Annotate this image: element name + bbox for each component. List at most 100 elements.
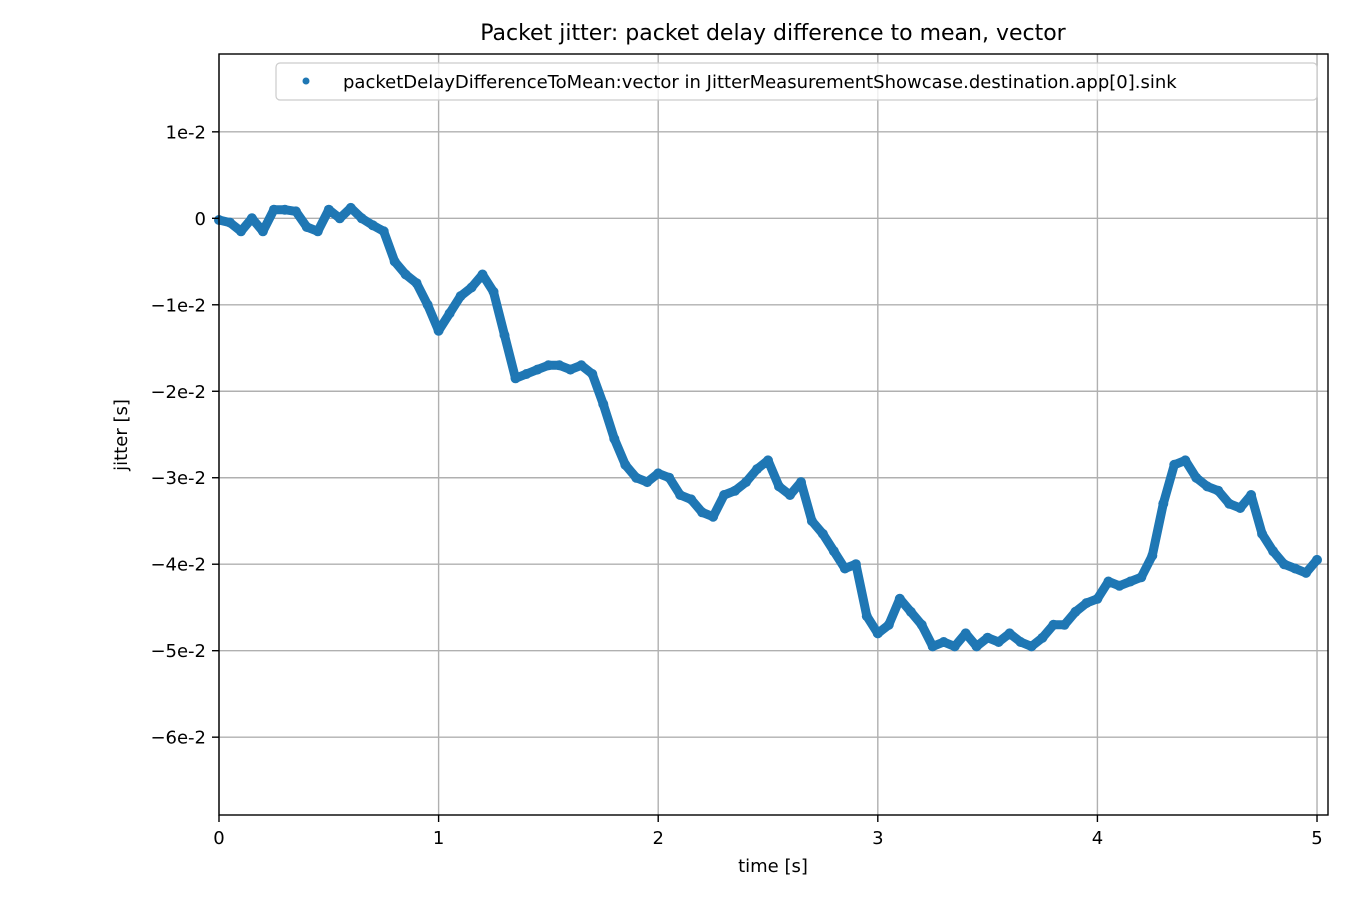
data-point [642,477,653,488]
data-point [1004,628,1015,639]
data-point [411,278,422,289]
data-point [1114,580,1125,591]
data-point [1290,563,1301,574]
data-point [653,468,664,479]
data-point [587,369,598,379]
data-point [796,477,806,488]
data-point [993,637,1004,647]
data-point [312,226,323,237]
plot-area [219,54,1328,815]
data-point [1081,598,1092,609]
x-tick-label: 1 [433,828,444,849]
legend-marker [302,77,310,85]
y-tick-label: −3e-2 [150,468,206,489]
data-point [883,619,894,630]
data-point [785,490,795,500]
data-point [1158,498,1169,509]
data-point [565,364,576,375]
data-point [938,637,949,647]
data-point [345,202,356,213]
data-point [1147,550,1158,561]
data-point [1070,606,1081,617]
data-point [971,641,982,652]
data-point [554,360,565,371]
data-point [257,226,268,237]
axis-ticks: 0 1 2 3 4 5 1e-2 0 −1e-2 −2e-2 −3e-2 −4e-2 −5e-2 −6e-… [150,122,1322,849]
data-point [367,220,378,231]
legend-entry-label: packetDelayDifferenceToMean:vector in Ji… [343,72,1177,93]
data-point [828,546,839,557]
data-point [1213,485,1224,496]
data-point [510,373,521,384]
x-tick-label: 3 [872,828,883,849]
data-point [488,286,499,297]
data-point [444,308,455,319]
y-tick-label: −4e-2 [150,555,206,576]
legend-box [275,62,1318,101]
data-point [861,611,872,622]
y-tick-label: −1e-2 [150,295,206,316]
data-series [214,202,1322,652]
data-point [916,619,927,630]
data-point [806,516,817,526]
data-point [1268,546,1279,557]
data-point [960,628,971,639]
data-point [675,490,686,500]
data-point [422,299,433,310]
data-point [389,256,400,267]
data-point [894,593,905,604]
data-point [1191,472,1202,483]
y-tick-label: 0 [195,209,206,230]
data-point [1103,576,1114,587]
data-point [774,481,784,492]
data-point [598,399,609,410]
data-point [1235,503,1246,513]
x-tick-label: 5 [1311,828,1322,849]
data-point [433,325,444,336]
data-point [1257,528,1268,539]
data-point [1026,641,1037,652]
data-point [1169,459,1180,470]
data-point [905,606,916,617]
data-point [334,213,345,224]
data-point [763,455,773,466]
data-point [268,204,279,215]
data-point [730,485,741,496]
data-point [850,559,861,570]
data-point [378,226,389,237]
data-point [236,226,246,237]
data-point [1092,593,1103,604]
data-point [1224,498,1235,509]
data-point [620,459,631,470]
legend: packetDelayDifferenceToMean:vector in Ji… [275,62,1318,101]
y-tick-label: −6e-2 [150,728,206,749]
data-point [323,204,334,215]
data-point [1301,567,1311,578]
y-tick-label: 1e-2 [166,122,206,143]
data-point [949,641,960,652]
data-point [576,360,587,371]
data-point [664,472,675,483]
chart-title: Packet jitter: packet delay difference t… [480,21,1066,46]
data-point [1180,455,1191,466]
data-point [839,563,850,574]
data-point [686,494,697,505]
data-point [543,360,554,371]
data-point [1037,632,1048,643]
y-tick-label: −2e-2 [150,382,206,403]
y-tick-label: −5e-2 [150,641,206,662]
data-point [1059,619,1070,630]
data-point [225,217,235,228]
data-point [466,282,477,293]
y-axis-label: jitter [s] [111,399,132,472]
data-point [455,291,466,302]
data-point [1125,576,1136,587]
data-point [279,204,290,215]
data-point [246,213,257,224]
data-point [1202,481,1213,492]
data-point [719,490,730,500]
x-tick-label: 2 [652,828,663,849]
x-axis-label: time [s] [738,856,808,877]
data-point [741,477,751,488]
